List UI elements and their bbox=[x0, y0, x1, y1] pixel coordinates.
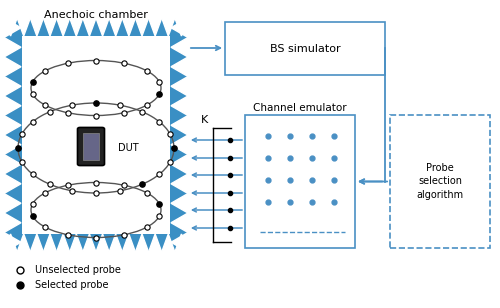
Polygon shape bbox=[44, 18, 57, 36]
Polygon shape bbox=[171, 193, 188, 213]
Polygon shape bbox=[4, 76, 21, 96]
Polygon shape bbox=[96, 234, 109, 252]
Bar bbox=[245, 115, 355, 248]
Polygon shape bbox=[4, 57, 21, 76]
Polygon shape bbox=[4, 116, 21, 135]
Polygon shape bbox=[109, 234, 122, 252]
Text: Unselected probe: Unselected probe bbox=[35, 265, 121, 275]
Polygon shape bbox=[171, 18, 188, 38]
Polygon shape bbox=[44, 234, 57, 252]
Polygon shape bbox=[70, 234, 83, 252]
Text: BS simulator: BS simulator bbox=[270, 43, 340, 54]
Polygon shape bbox=[122, 18, 136, 36]
FancyBboxPatch shape bbox=[78, 128, 104, 165]
Polygon shape bbox=[4, 233, 21, 252]
Polygon shape bbox=[148, 234, 162, 252]
Bar bbox=[22, 36, 170, 234]
Polygon shape bbox=[70, 18, 83, 36]
Polygon shape bbox=[171, 174, 188, 193]
Polygon shape bbox=[148, 18, 162, 36]
Polygon shape bbox=[4, 18, 21, 38]
Polygon shape bbox=[83, 18, 96, 36]
Bar bbox=[225, 22, 385, 75]
Polygon shape bbox=[171, 38, 188, 57]
Polygon shape bbox=[162, 18, 175, 36]
Text: Channel emulator: Channel emulator bbox=[253, 103, 347, 113]
Polygon shape bbox=[4, 174, 21, 193]
Polygon shape bbox=[30, 234, 44, 252]
Polygon shape bbox=[17, 234, 30, 252]
Polygon shape bbox=[96, 18, 109, 36]
Polygon shape bbox=[162, 234, 175, 252]
Text: Selected probe: Selected probe bbox=[35, 280, 108, 290]
Text: Anechoic chamber: Anechoic chamber bbox=[44, 10, 148, 20]
Polygon shape bbox=[175, 18, 188, 36]
Polygon shape bbox=[4, 193, 21, 213]
Polygon shape bbox=[171, 233, 188, 252]
Text: K: K bbox=[202, 115, 208, 125]
Bar bbox=[390, 115, 490, 248]
Polygon shape bbox=[136, 18, 148, 36]
Polygon shape bbox=[4, 96, 21, 116]
Polygon shape bbox=[56, 18, 70, 36]
Polygon shape bbox=[4, 213, 21, 233]
Polygon shape bbox=[4, 234, 17, 252]
Polygon shape bbox=[122, 234, 136, 252]
Polygon shape bbox=[171, 116, 188, 135]
Polygon shape bbox=[4, 38, 21, 57]
Polygon shape bbox=[171, 135, 188, 155]
Polygon shape bbox=[136, 234, 148, 252]
Bar bbox=[83, 133, 99, 160]
Polygon shape bbox=[171, 96, 188, 116]
Polygon shape bbox=[17, 18, 30, 36]
Polygon shape bbox=[4, 18, 17, 36]
Polygon shape bbox=[30, 18, 44, 36]
Polygon shape bbox=[171, 57, 188, 76]
Polygon shape bbox=[175, 234, 188, 252]
Polygon shape bbox=[171, 76, 188, 96]
Bar bbox=[4, 18, 188, 252]
Polygon shape bbox=[171, 155, 188, 174]
Text: Probe
selection
algorithm: Probe selection algorithm bbox=[416, 163, 464, 200]
Polygon shape bbox=[4, 155, 21, 174]
Polygon shape bbox=[171, 213, 188, 233]
Polygon shape bbox=[4, 135, 21, 155]
Polygon shape bbox=[56, 234, 70, 252]
Polygon shape bbox=[83, 234, 96, 252]
Polygon shape bbox=[109, 18, 122, 36]
Text: DUT: DUT bbox=[118, 143, 139, 153]
